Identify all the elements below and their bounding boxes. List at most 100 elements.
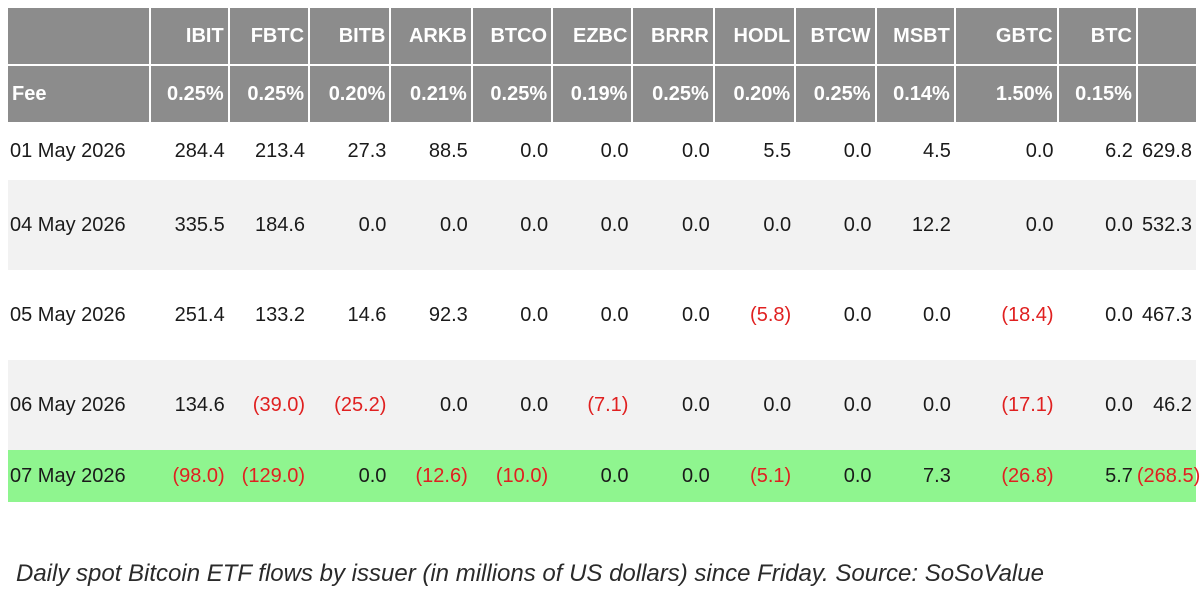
value-cell-ibit: 284.4 [174,139,225,162]
header-row-fees: Fee 0.25% 0.25% 0.20% 0.21% 0.25% 0.19% 0.25% 0.… [8,64,1196,122]
figure-caption: Daily spot Bitcoin ETF flows by issuer (… [16,560,1044,587]
column-header-total [1136,8,1196,65]
row-date: 04 May 2026 [8,180,151,270]
table-header: IBIT FBTC BITB ARKB BTCO EZBC BRRR HODL BTCW MSBT… [8,8,1196,122]
value-cell-fbtc: 184.6 [228,180,310,270]
value-cell-btco: 0.0 [471,180,553,270]
column-header-arkb: ARKB [390,8,473,65]
fee-cell-bitb: 0.20% [309,64,392,122]
table-row: 07 May 2026 (98.0) (129.0) 0.0 (12.6) (10.0) 0… [8,450,1200,502]
column-header-bitb: BITB [309,8,392,65]
value-cell-hodl: 0.0 [713,180,796,270]
table-row: 06 May 2026 134.6 (39.0) (25.2) 0.0 0.0 (7.1) 0… [8,360,1196,450]
fee-cell-fbtc: 0.25% [228,64,311,122]
etf-flows-table: IBIT FBTC BITB ARKB BTCO EZBC BRRR HODL BTCW MSBT… [8,8,1200,502]
value-cell-msbt: 7.3 [875,450,955,502]
value-cell-btc: 5.7 [1057,450,1137,502]
value-cell-brrr: 0.0 [632,360,714,450]
value-cell-total: 467.3 [1141,303,1192,326]
table-row: 01 May 2026 284.4 213.4 27.3 88.5 0.0 0.0 0.0 5.… [8,122,1196,180]
value-cell-arkb: (12.6) [390,450,472,502]
value-cell-btc: 0.0 [1105,303,1133,326]
value-cell-fbtc: 213.4 [254,139,306,162]
value-cell-brrr: 0.0 [632,180,714,270]
value-cell-btco: 0.0 [471,360,553,450]
fee-cell-ezbc: 0.19% [552,64,634,122]
value-cell-msbt: 0.0 [923,303,951,326]
column-header-fbtc: FBTC [228,8,311,65]
value-cell-btcw: 0.0 [843,303,872,326]
fee-cell-gbtc: 1.50% [954,64,1059,122]
fee-label: Fee [8,64,152,122]
fee-cell-brrr: 0.25% [632,64,715,122]
row-date: 06 May 2026 [8,360,151,450]
column-header-ibit: IBIT [150,8,230,65]
value-cell-fbtc: (39.0) [228,360,310,450]
value-cell-btc: 0.0 [1057,180,1137,270]
value-cell-btcw: 0.0 [795,450,876,502]
value-cell-arkb: 0.0 [390,180,472,270]
value-cell-ezbc: (7.1) [552,360,633,450]
value-cell-bitb: (25.2) [309,360,391,450]
value-cell-btcw: 0.0 [843,139,872,162]
value-cell-fbtc: (129.0) [228,450,310,502]
fee-cell-btcw: 0.25% [795,64,877,122]
value-cell-ibit: 335.5 [150,180,229,270]
value-cell-gbtc: (26.8) [954,450,1058,502]
value-cell-fbtc: 133.2 [254,303,306,326]
column-header-btco: BTCO [471,8,554,65]
value-cell-arkb: 0.0 [390,360,472,450]
fee-cell-hodl: 0.20% [713,64,797,122]
value-cell-total: 629.8 [1141,139,1192,162]
row-date: 07 May 2026 [8,450,151,502]
value-cell-btc: 0.0 [1057,360,1137,450]
value-cell-btcw: 0.0 [795,180,876,270]
column-header-btcw: BTCW [795,8,877,65]
value-cell-total: (268.5) [1136,450,1200,502]
row-date: 01 May 2026 [10,139,126,162]
value-cell-bitb: 0.0 [309,450,391,502]
fee-cell-btco: 0.25% [471,64,554,122]
value-cell-msbt: 12.2 [875,180,955,270]
value-cell-btco: 0.0 [520,139,549,162]
value-cell-btco: (10.0) [471,450,553,502]
row-date: 05 May 2026 [10,303,126,326]
column-header-msbt: MSBT [875,8,956,65]
value-cell-hodl: 5.5 [763,139,792,162]
value-cell-bitb: 0.0 [309,180,391,270]
value-cell-arkb: 88.5 [428,139,468,162]
table-body: 01 May 2026 284.4 213.4 27.3 88.5 0.0 0.0 0.0 5.… [8,122,1200,502]
table-row: 05 May 2026 251.4 133.2 14.6 92.3 0.0 0.0 0.0 (5… [8,270,1196,360]
value-cell-gbtc: (18.4) [1001,303,1054,326]
fee-cell-arkb: 0.21% [390,64,473,122]
value-cell-ezbc: 0.0 [600,303,629,326]
value-cell-bitb: 14.6 [347,303,387,326]
value-cell-gbtc: (17.1) [954,360,1058,450]
value-cell-btcw: 0.0 [795,360,876,450]
value-cell-ezbc: 0.0 [600,139,629,162]
value-cell-gbtc: 0.0 [954,180,1058,270]
header-corner-cell [8,8,152,65]
fee-cell-ibit: 0.25% [150,64,230,122]
value-cell-ezbc: 0.0 [552,180,633,270]
column-header-hodl: HODL [713,8,797,65]
value-cell-ibit: 251.4 [174,303,225,326]
column-header-brrr: BRRR [632,8,715,65]
value-cell-hodl: (5.8) [750,303,792,326]
fee-cell-btc: 0.15% [1057,64,1138,122]
etf-flows-table-container: IBIT FBTC BITB ARKB BTCO EZBC BRRR HODL BTCW MSBT… [8,8,1200,502]
fee-cell-msbt: 0.14% [875,64,956,122]
value-cell-hodl: 0.0 [713,360,796,450]
value-cell-brrr: 0.0 [632,450,714,502]
value-cell-total: 46.2 [1136,360,1196,450]
column-header-gbtc: GBTC [954,8,1059,65]
column-header-btc: BTC [1057,8,1138,65]
value-cell-brrr: 0.0 [682,139,710,162]
value-cell-msbt: 0.0 [875,360,955,450]
value-cell-gbtc: 0.0 [1025,139,1054,162]
value-cell-arkb: 92.3 [428,303,468,326]
value-cell-msbt: 4.5 [923,139,951,162]
column-header-ezbc: EZBC [552,8,634,65]
header-row-tickers: IBIT FBTC BITB ARKB BTCO EZBC BRRR HODL BTCW MSBT… [8,8,1196,65]
value-cell-hodl: (5.1) [713,450,796,502]
